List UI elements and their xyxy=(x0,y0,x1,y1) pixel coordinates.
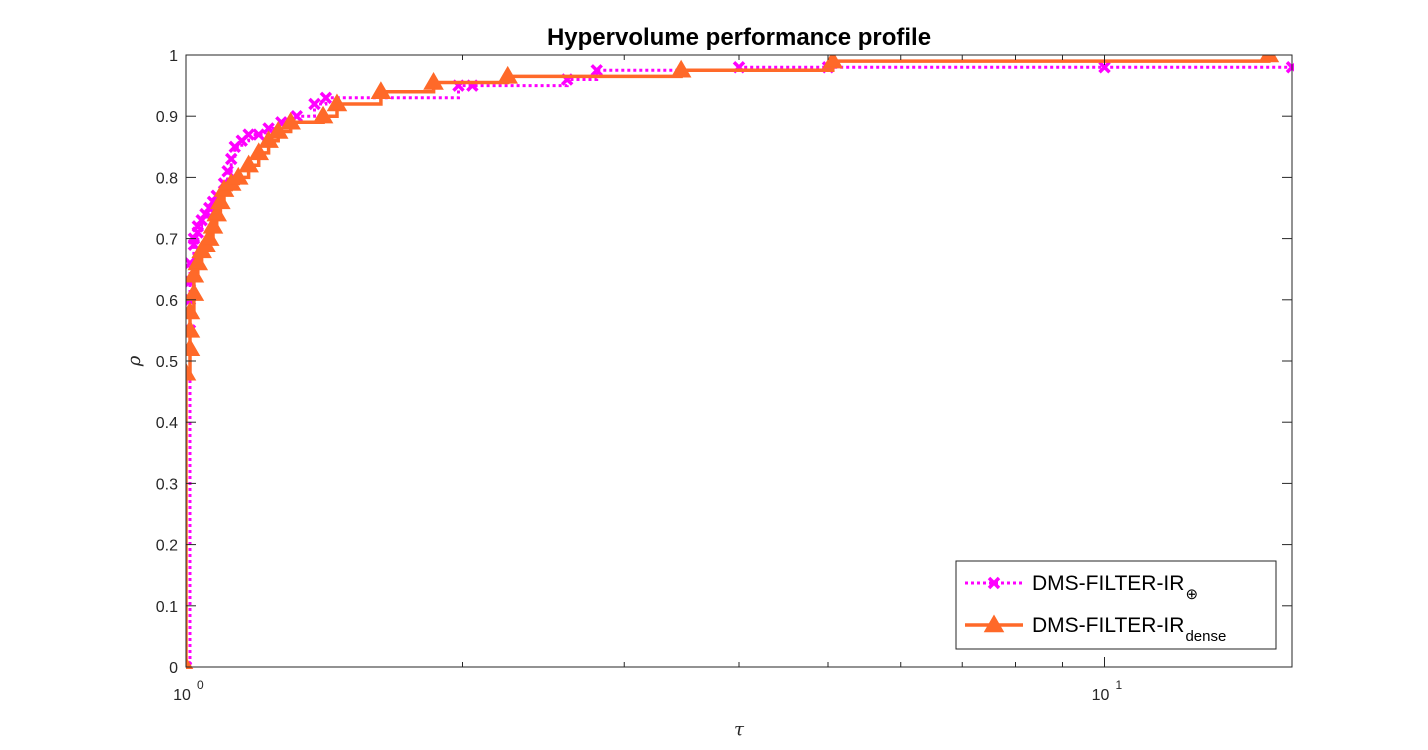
series-2-point xyxy=(187,252,209,271)
y-tick-label: 0.5 xyxy=(156,354,178,371)
series-1-point xyxy=(224,152,238,166)
series-1-point xyxy=(308,97,321,111)
series-2-point xyxy=(1258,55,1280,63)
series-markers-2 xyxy=(186,55,1280,669)
series-2-point xyxy=(280,111,301,130)
series-2-point xyxy=(423,72,444,90)
series-1-point xyxy=(590,64,603,77)
x-tick-label-exponent: 0 xyxy=(197,678,204,692)
legend-label-2: DMS-FILTER-IR xyxy=(1032,614,1184,637)
x-tick-label-exponent: 1 xyxy=(1116,678,1123,692)
series-1-point xyxy=(252,128,265,141)
series-2-point xyxy=(186,264,205,283)
series-1-point xyxy=(242,128,255,141)
chart-title: Hypervolume performance profile xyxy=(547,24,931,51)
legend-label-subscript-2: dense xyxy=(1185,628,1226,645)
legend-label-1: DMS-FILTER-IR xyxy=(1032,572,1184,595)
series-2-point xyxy=(326,93,348,112)
series-2-point xyxy=(497,65,519,84)
legend: DMS-FILTER-IR ⊕DMS-FILTER-IR dense xyxy=(955,560,1277,650)
series-2-point xyxy=(312,105,334,124)
series-2-point xyxy=(206,203,228,222)
y-tick-label: 0.9 xyxy=(156,109,178,126)
y-tick-label: 0.1 xyxy=(156,599,178,616)
y-tick-label: 1 xyxy=(169,48,178,65)
legend-marker-1 xyxy=(987,576,1001,590)
y-tick-label: 0 xyxy=(169,660,178,677)
series-2-point xyxy=(670,59,692,78)
y-tick-label: 0.8 xyxy=(156,170,178,187)
x-tick-label: 10 xyxy=(173,687,191,704)
y-tick-label: 0.4 xyxy=(156,415,178,432)
series-2-point xyxy=(238,154,259,173)
series-2-point xyxy=(227,166,249,185)
series-2-point xyxy=(186,301,201,320)
series-2-point xyxy=(258,130,279,148)
series-layer xyxy=(186,55,1294,669)
y-tick-label: 0.6 xyxy=(156,293,178,310)
series-2-point xyxy=(210,191,231,210)
y-axis-label: ρ xyxy=(124,355,145,367)
series-2-point xyxy=(186,656,194,669)
y-tick-label: 0.3 xyxy=(156,476,178,493)
y-tick-label: 0.2 xyxy=(156,538,178,555)
series-2-point xyxy=(186,362,197,381)
series-2-point xyxy=(186,338,201,356)
series-1-point xyxy=(1098,61,1111,74)
axes: 0 0.1 0.2 0.3 0.4 0.5 0.6 0.7 0.8 0.9 1 10 0 10 1 xyxy=(156,48,1293,704)
x-axis-label: τ xyxy=(734,719,745,740)
y-tick-label: 0.7 xyxy=(156,232,178,249)
series-2-point xyxy=(248,142,270,161)
series-2-point xyxy=(202,215,224,234)
series-2-point xyxy=(267,121,289,139)
legend-label-subscript-1: ⊕ xyxy=(1185,586,1198,603)
legend-box xyxy=(955,560,1277,650)
series-2-point xyxy=(198,228,220,246)
x-tick-label: 10 xyxy=(1092,687,1110,704)
legend-marker-2 xyxy=(983,614,1005,633)
series-1-point xyxy=(319,91,333,105)
series-2-point xyxy=(370,81,392,99)
series-2-point xyxy=(186,319,201,338)
series-1-point xyxy=(262,122,275,135)
